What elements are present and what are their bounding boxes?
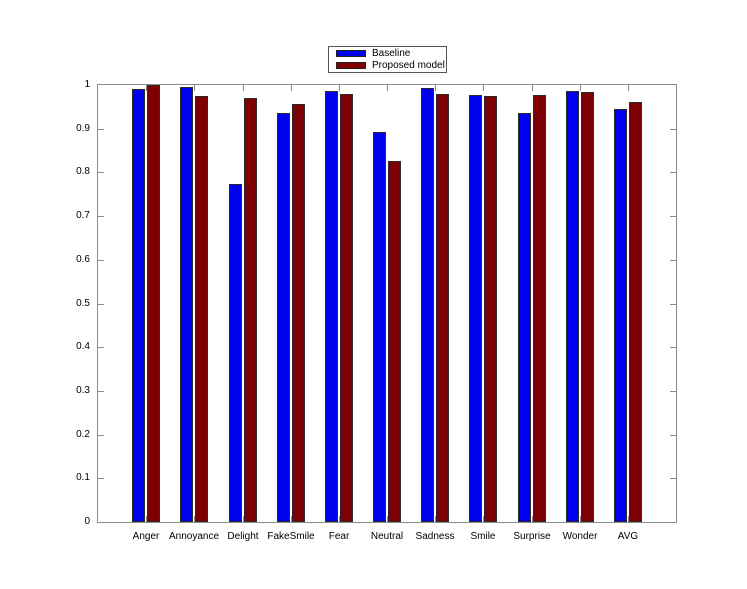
x-tick-mark-bottom — [387, 516, 388, 522]
legend-swatch-proposed-model — [336, 62, 366, 69]
x-axis-tick-label: Neutral — [370, 531, 404, 542]
x-tick-mark-top — [194, 85, 195, 91]
x-axis-tick-label: Smile — [470, 531, 496, 542]
x-tick-mark-bottom — [243, 516, 244, 522]
y-tick-mark-left — [98, 391, 104, 392]
bar-baseline-neutral — [373, 132, 386, 522]
bar-proposed-model-smile — [484, 96, 497, 522]
legend-item-baseline: Baseline — [336, 47, 446, 59]
y-axis-tick-label: 0.4 — [76, 341, 90, 352]
x-axis-tick-label: Delight — [227, 531, 259, 542]
x-tick-mark-bottom — [532, 516, 533, 522]
bar-baseline-avg — [614, 109, 627, 522]
y-tick-mark-right — [670, 304, 676, 305]
y-tick-mark-left — [98, 172, 104, 173]
x-tick-mark-top — [532, 85, 533, 91]
y-axis-tick-label: 0.5 — [76, 298, 90, 309]
bar-baseline-smile — [469, 95, 482, 522]
y-axis-tick-label: 0.7 — [76, 210, 90, 221]
y-tick-mark-left — [98, 347, 104, 348]
bar-proposed-model-surprise — [533, 95, 546, 522]
y-axis-tick-label: 0.9 — [76, 123, 90, 134]
y-tick-mark-left — [98, 129, 104, 130]
bar-proposed-model-sadness — [436, 94, 449, 522]
x-tick-mark-top — [387, 85, 388, 91]
x-axis-tick-label: Sadness — [415, 531, 455, 542]
bar-baseline-delight — [229, 184, 242, 522]
bar-baseline-surprise — [518, 113, 531, 522]
bar-proposed-model-fear — [340, 94, 353, 522]
y-axis-tick-label: 1 — [84, 79, 90, 90]
x-tick-mark-bottom — [291, 516, 292, 522]
y-tick-mark-right — [670, 435, 676, 436]
x-axis-tick-label: Annoyance — [168, 531, 220, 542]
y-axis-tick-label: 0.1 — [76, 472, 90, 483]
x-axis-tick-label: Wonder — [562, 531, 598, 542]
x-tick-mark-bottom — [628, 516, 629, 522]
y-tick-mark-right — [670, 172, 676, 173]
bar-proposed-model-wonder — [581, 92, 594, 522]
x-axis-tick-label: Surprise — [513, 531, 551, 542]
legend-item-proposed-model: Proposed model — [336, 59, 446, 71]
legend-swatch-baseline — [336, 50, 366, 57]
plot-area — [97, 84, 677, 523]
x-tick-mark-bottom — [483, 516, 484, 522]
x-tick-mark-top — [243, 85, 244, 91]
y-tick-mark-left — [98, 260, 104, 261]
legend-label-proposed-model: Proposed model — [372, 59, 445, 71]
x-tick-mark-bottom — [339, 516, 340, 522]
y-tick-mark-left — [98, 478, 104, 479]
y-tick-mark-right — [670, 478, 676, 479]
y-tick-mark-right — [670, 347, 676, 348]
y-axis-tick-label: 0 — [84, 516, 90, 527]
bar-proposed-model-fakesmile — [292, 104, 305, 522]
y-axis-tick-label: 0.8 — [76, 166, 90, 177]
legend-label-baseline: Baseline — [372, 47, 411, 59]
bar-baseline-wonder — [566, 91, 579, 522]
x-tick-mark-top — [483, 85, 484, 91]
y-tick-mark-right — [670, 391, 676, 392]
x-tick-mark-top — [435, 85, 436, 91]
x-tick-mark-bottom — [146, 516, 147, 522]
x-axis-tick-label: FakeSmile — [267, 531, 315, 542]
y-axis-tick-label: 0.6 — [76, 254, 90, 265]
x-axis-tick-label: Anger — [132, 531, 160, 542]
y-tick-mark-left — [98, 216, 104, 217]
legend: Baseline Proposed model — [328, 46, 447, 73]
bar-baseline-fear — [325, 91, 338, 522]
x-tick-mark-bottom — [194, 516, 195, 522]
bar-baseline-sadness — [421, 88, 434, 522]
y-axis-tick-label: 0.2 — [76, 429, 90, 440]
bar-proposed-model-avg — [629, 102, 642, 522]
y-axis-tick-label: 0.3 — [76, 385, 90, 396]
y-tick-mark-left — [98, 304, 104, 305]
x-tick-mark-top — [146, 85, 147, 91]
x-tick-mark-top — [628, 85, 629, 91]
x-tick-mark-bottom — [580, 516, 581, 522]
y-tick-mark-right — [670, 260, 676, 261]
y-tick-mark-right — [670, 129, 676, 130]
bar-baseline-anger — [132, 89, 145, 522]
y-tick-mark-left — [98, 435, 104, 436]
bar-proposed-model-neutral — [388, 161, 401, 522]
x-tick-mark-bottom — [435, 516, 436, 522]
x-tick-mark-top — [291, 85, 292, 91]
x-tick-mark-top — [339, 85, 340, 91]
bar-baseline-annoyance — [180, 87, 193, 522]
bar-proposed-model-anger — [147, 85, 160, 522]
y-tick-mark-right — [670, 216, 676, 217]
bar-baseline-fakesmile — [277, 113, 290, 522]
x-axis-tick-label: AVG — [617, 531, 639, 542]
x-axis-tick-label: Fear — [328, 531, 350, 542]
bar-proposed-model-annoyance — [195, 96, 208, 522]
x-tick-mark-top — [580, 85, 581, 91]
bar-proposed-model-delight — [244, 98, 257, 522]
